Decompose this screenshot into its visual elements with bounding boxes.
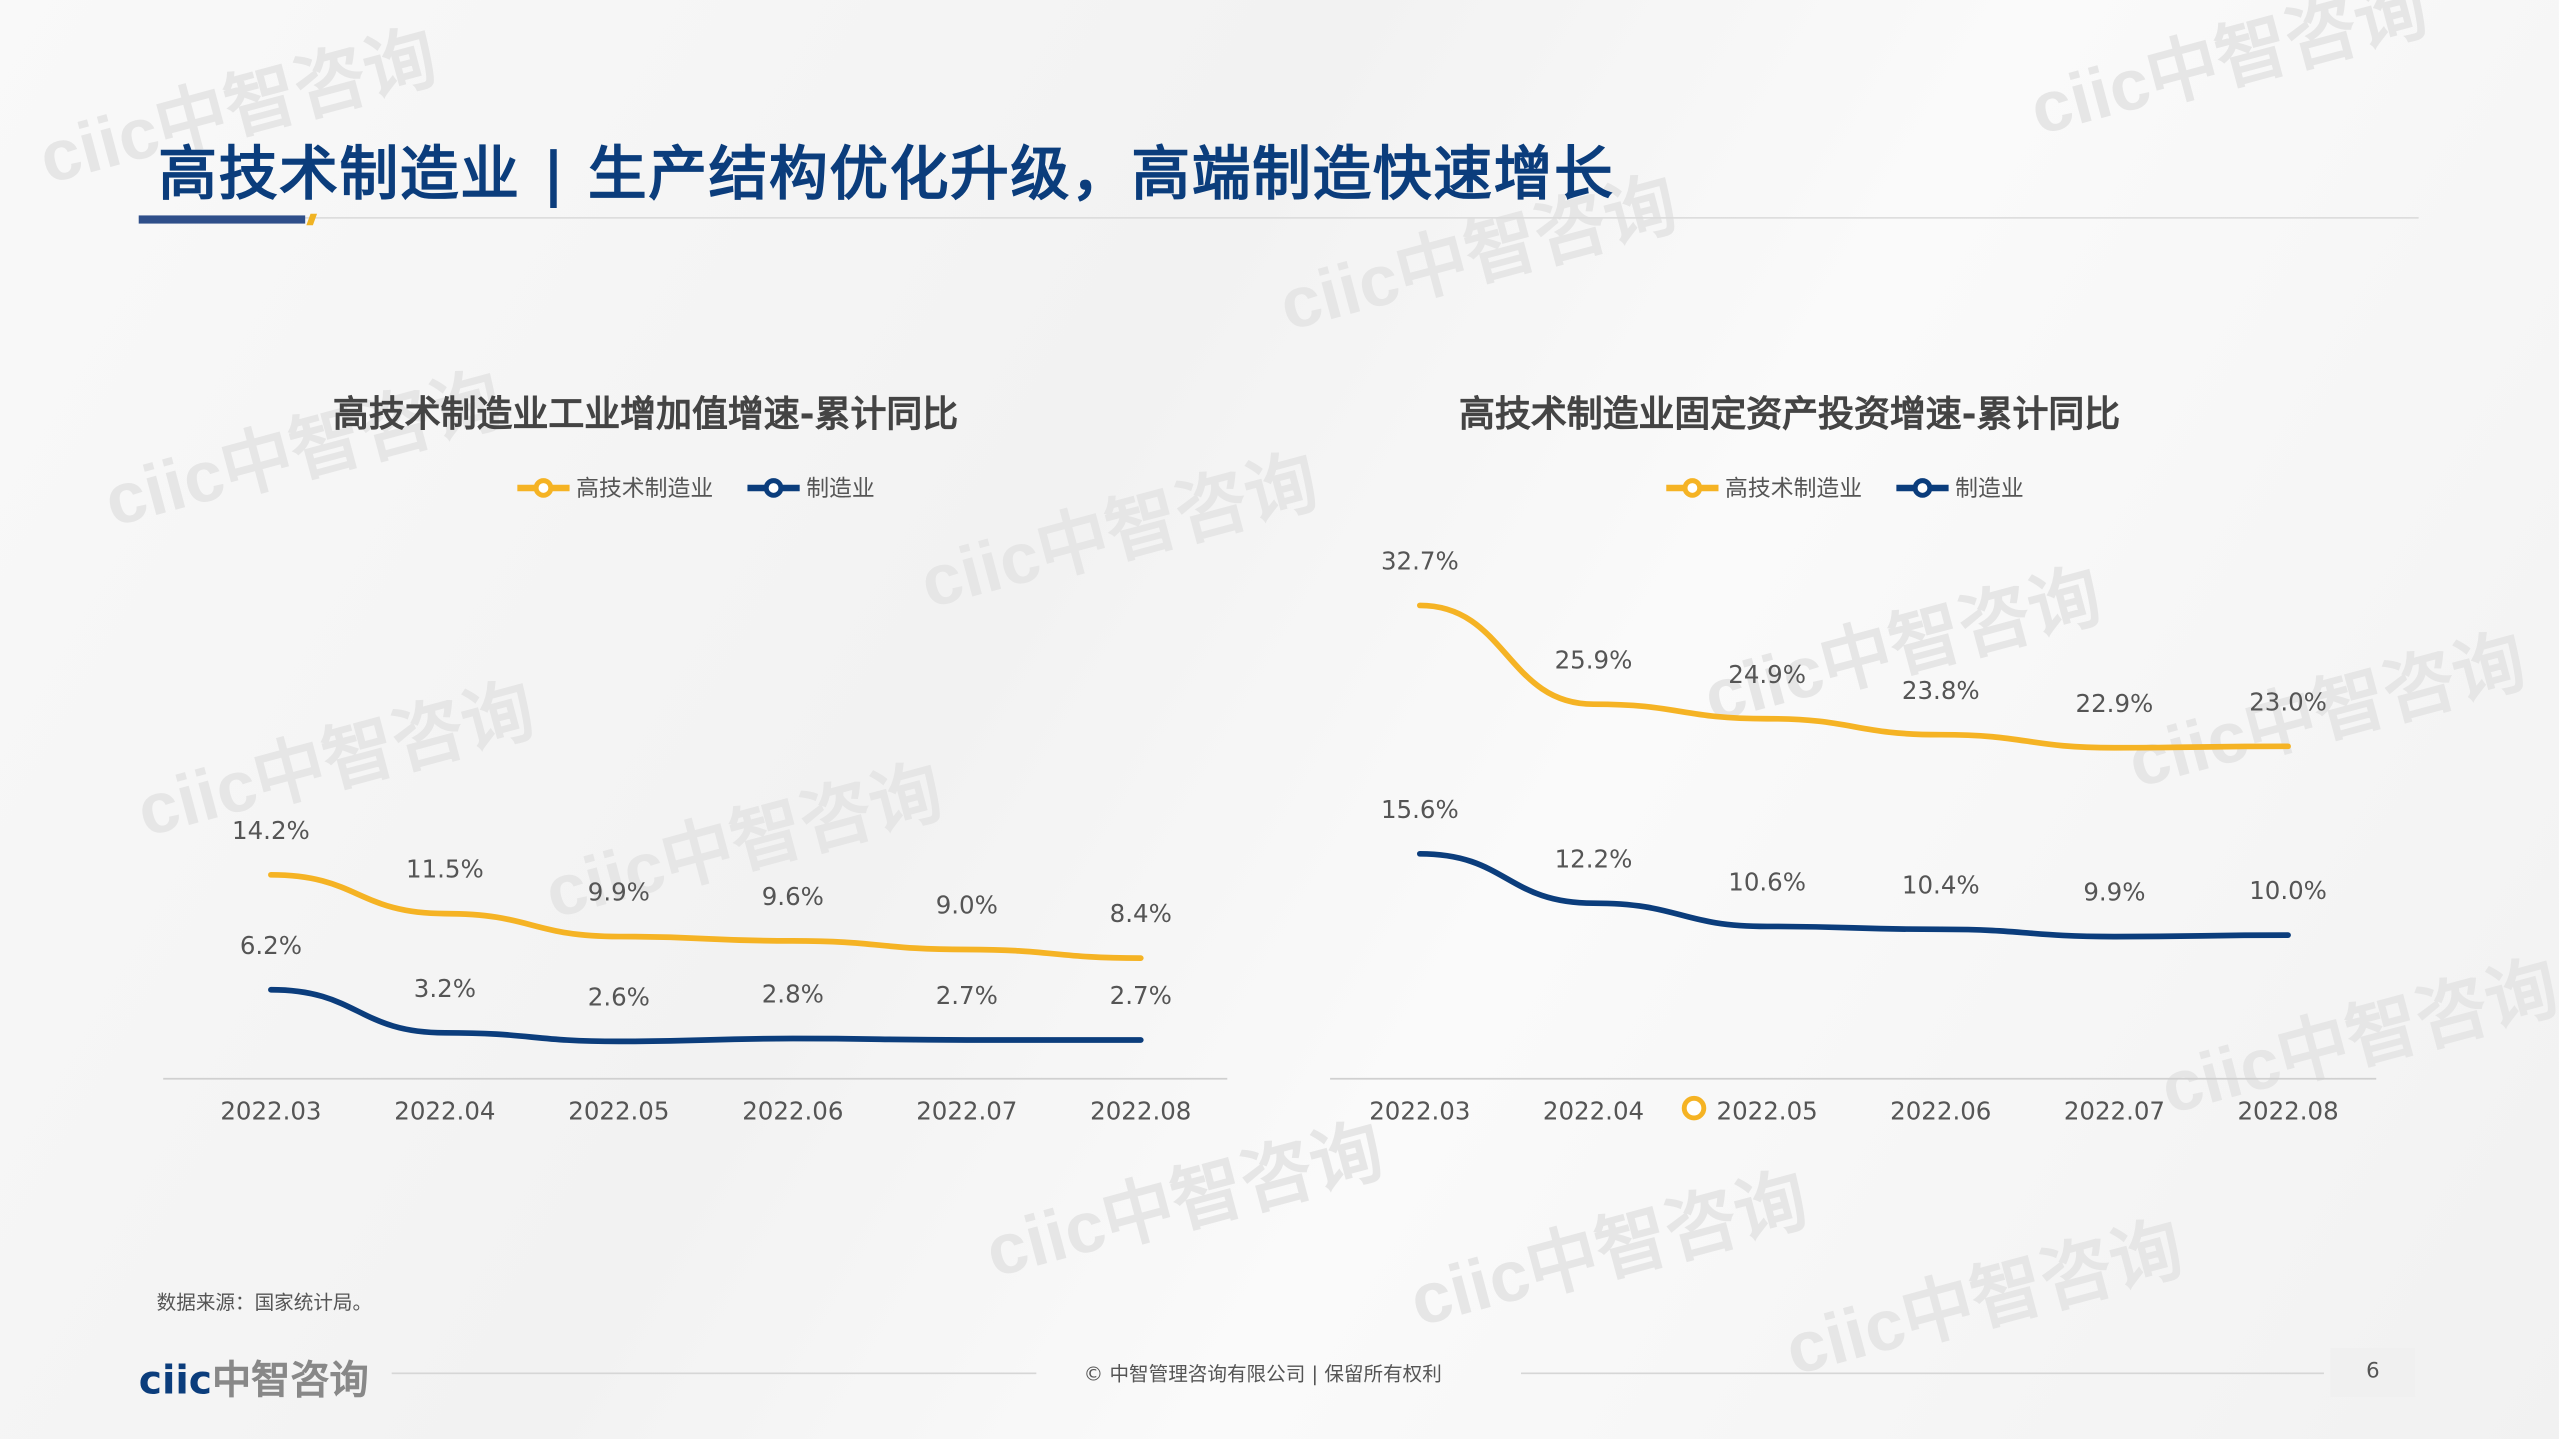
- legend-label: 高技术制造业: [576, 476, 714, 503]
- x-tick-label: 2022.06: [1890, 1097, 1991, 1126]
- data-source: 数据来源：国家统计局。: [156, 1290, 373, 1314]
- chart-title-left: 高技术制造业工业增加值增速-累计同比: [332, 394, 959, 436]
- data-label: 9.9%: [2083, 878, 2145, 907]
- x-tick-label: 2022.03: [220, 1097, 321, 1126]
- page-number: 6: [2330, 1348, 2416, 1397]
- data-label: 8.4%: [1110, 899, 1172, 928]
- legend-item-manufacturing: 制造业: [746, 472, 875, 505]
- data-label: 2.7%: [1110, 981, 1172, 1010]
- legend-right: 高技术制造业 制造业: [1665, 472, 2047, 505]
- x-tick-label: 2022.04: [1543, 1097, 1644, 1126]
- data-label: 3.2%: [414, 974, 476, 1003]
- footer-divider: [1521, 1372, 2324, 1375]
- data-label: 23.8%: [1902, 676, 1980, 705]
- legend-label: 制造业: [806, 476, 875, 503]
- x-tick-label: 2022.03: [1369, 1097, 1470, 1126]
- data-label: 6.2%: [240, 931, 302, 960]
- footer-divider: [391, 1372, 1037, 1375]
- copyright: © 中智管理咨询有限公司 | 保留所有权利: [1083, 1362, 1442, 1386]
- data-label: 12.2%: [1555, 844, 1633, 873]
- legend-item-high-tech: 高技术制造业: [516, 472, 713, 505]
- x-tick-label: 2022.04: [394, 1097, 495, 1126]
- company-logo: ciic中智咨询: [139, 1348, 369, 1405]
- data-label: 10.4%: [1902, 870, 1980, 899]
- data-label: 23.0%: [2249, 687, 2327, 716]
- logo-mark: ciic: [138, 1357, 213, 1404]
- page-title: 高技术制造业 | 生产结构优化升级，高端制造快速增长: [158, 141, 1615, 209]
- data-label: 32.7%: [1381, 547, 1459, 576]
- data-label: 2.8%: [762, 980, 824, 1009]
- data-label: 11.5%: [406, 855, 484, 884]
- data-label: 9.9%: [588, 878, 650, 907]
- x-tick-label: 2022.08: [2237, 1097, 2338, 1126]
- data-label: 24.9%: [1728, 660, 1806, 689]
- logo-text: 中智咨询: [212, 1357, 369, 1404]
- legend-item-manufacturing: 制造业: [1895, 472, 2024, 505]
- data-label: 10.6%: [1728, 868, 1806, 897]
- data-label: 22.9%: [2076, 689, 2154, 718]
- x-tick-label: 2022.07: [2064, 1097, 2165, 1126]
- series-line-high-tech: [268, 871, 1144, 961]
- legend-label: 制造业: [1955, 476, 2024, 503]
- series-line-manufacturing: [268, 986, 1144, 1045]
- data-label: 2.6%: [588, 983, 650, 1012]
- data-label: 9.0%: [936, 891, 998, 920]
- x-tick-label: 2022.07: [916, 1097, 1017, 1126]
- x-tick-label: 2022.06: [742, 1097, 843, 1126]
- marker-dot: [1681, 1095, 1707, 1121]
- data-label: 2.7%: [936, 981, 998, 1010]
- legend-item-high-tech: 高技术制造业: [1665, 472, 1862, 505]
- data-label: 10.0%: [2249, 876, 2327, 905]
- data-label: 25.9%: [1555, 645, 1633, 674]
- series-line-manufacturing: [1416, 850, 2291, 940]
- x-tick-label: 2022.08: [1090, 1097, 1191, 1126]
- legend-label: 高技术制造业: [1725, 476, 1863, 503]
- title-underline: [138, 215, 306, 224]
- data-label: 15.6%: [1381, 795, 1459, 824]
- series-line-high-tech: [1416, 602, 2291, 751]
- x-tick-label: 2022.05: [568, 1097, 669, 1126]
- data-label: 14.2%: [232, 816, 310, 845]
- legend-left: 高技术制造业 制造业: [516, 472, 898, 505]
- x-tick-label: 2022.05: [1717, 1097, 1818, 1126]
- chart-title-right: 高技术制造业固定资产投资增速-累计同比: [1459, 394, 2121, 436]
- data-label: 9.6%: [762, 882, 824, 911]
- title-divider: [138, 217, 2419, 219]
